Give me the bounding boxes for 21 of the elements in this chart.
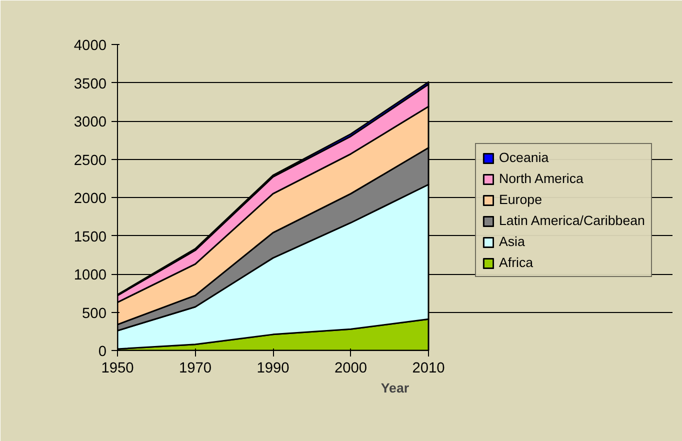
y-tick-label: 3000 [74,114,107,130]
y-tick-label: 1000 [74,268,107,284]
x-tick-label: 1990 [256,360,290,376]
x-tick-label: 2000 [334,360,368,376]
y-tick-label: 500 [82,306,107,322]
x-axis-title: Year [380,380,410,396]
legend-label: Africa [499,255,534,270]
y-tick-label: 1500 [74,229,107,246]
y-tick-label: 0 [98,344,107,360]
y-tick-label: 2000 [74,191,107,207]
legend-label: Asia [499,234,525,249]
legend-label: North America [499,171,584,186]
y-tick-label: 3500 [74,76,107,92]
x-tick-label: 2010 [412,360,445,376]
legend-label: Latin America/Caribbean [499,213,645,228]
x-tick-label: 1970 [178,360,212,376]
legend-label: Oceania [499,150,549,165]
y-tick-label: 2500 [74,152,107,169]
x-tick-label: 1950 [101,360,134,376]
y-tick-label: 4000 [74,38,107,54]
legend-label: Europe [499,192,542,207]
